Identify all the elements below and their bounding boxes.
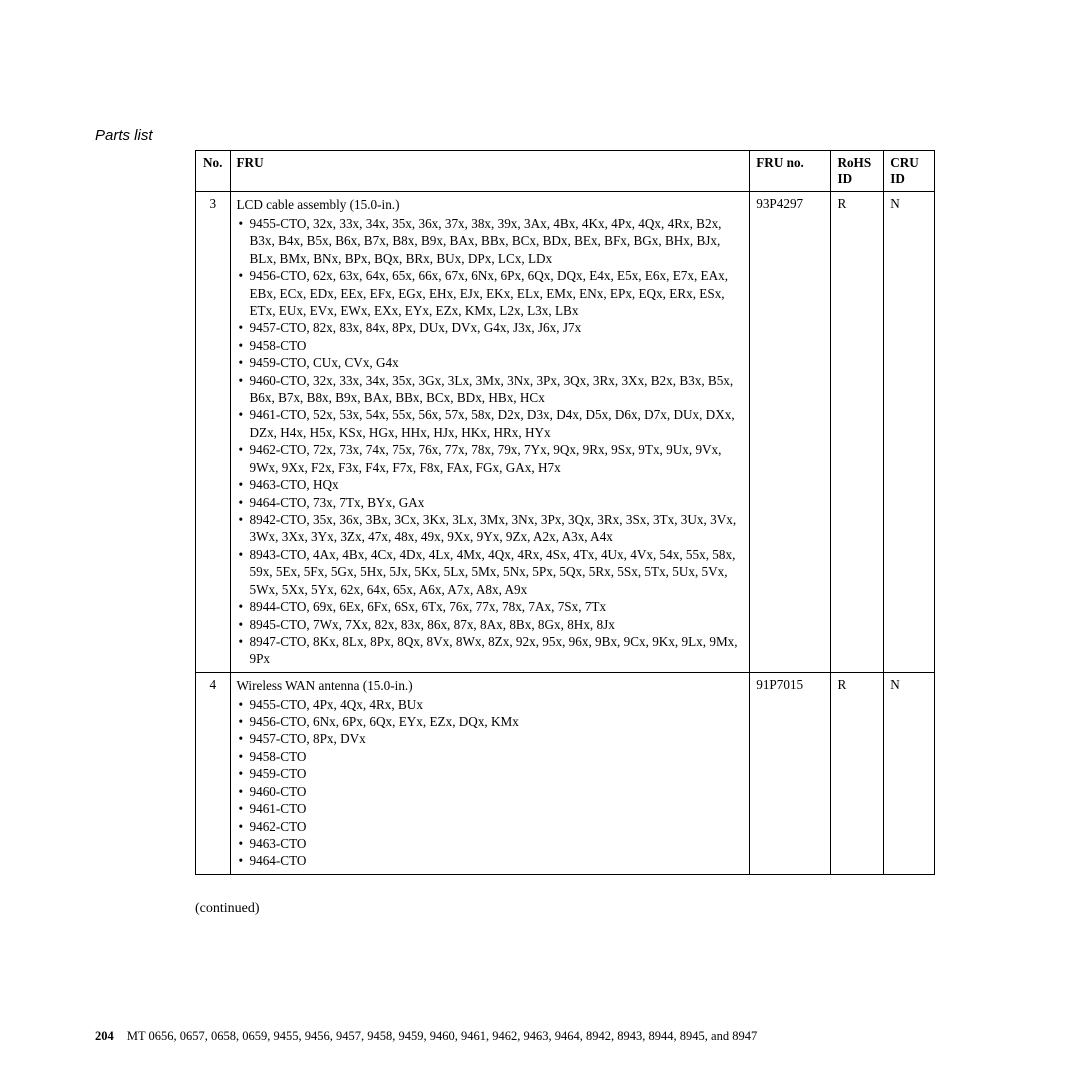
cell-no: 3 xyxy=(196,192,231,673)
fru-item: 9462-CTO, 72x, 73x, 74x, 75x, 76x, 77x, … xyxy=(239,441,744,476)
fru-item: 8945-CTO, 7Wx, 7Xx, 82x, 83x, 86x, 87x, … xyxy=(239,616,744,633)
page-number: 204 xyxy=(95,1029,114,1043)
page-footer: 204 MT 0656, 0657, 0658, 0659, 9455, 945… xyxy=(95,1029,757,1044)
cell-no: 4 xyxy=(196,672,231,874)
cell-rohs: R xyxy=(831,672,884,874)
fru-item: 9461-CTO xyxy=(239,800,744,817)
fru-item: 9459-CTO xyxy=(239,765,744,782)
fru-item: 9459-CTO, CUx, CVx, G4x xyxy=(239,354,744,371)
fru-item: 9455-CTO, 32x, 33x, 34x, 35x, 36x, 37x, … xyxy=(239,215,744,267)
fru-item: 9462-CTO xyxy=(239,818,744,835)
fru-item: 8947-CTO, 8Kx, 8Lx, 8Px, 8Qx, 8Vx, 8Wx, … xyxy=(239,633,744,668)
fru-item: 9456-CTO, 62x, 63x, 64x, 65x, 66x, 67x, … xyxy=(239,267,744,319)
cell-fru: LCD cable assembly (15.0-in.)9455-CTO, 3… xyxy=(230,192,750,673)
cell-fru: Wireless WAN antenna (15.0-in.)9455-CTO,… xyxy=(230,672,750,874)
parts-table: No. FRU FRU no. RoHS ID CRU ID 3LCD cabl… xyxy=(195,150,935,875)
cell-fruno: 93P4297 xyxy=(750,192,831,673)
col-header-rohs: RoHS ID xyxy=(831,151,884,192)
fru-item: 8944-CTO, 69x, 6Ex, 6Fx, 6Sx, 6Tx, 76x, … xyxy=(239,598,744,615)
fru-item: 9464-CTO xyxy=(239,852,744,869)
fru-item: 9457-CTO, 8Px, DVx xyxy=(239,730,744,747)
fru-item: 8943-CTO, 4Ax, 4Bx, 4Cx, 4Dx, 4Lx, 4Mx, … xyxy=(239,546,744,598)
table-row: 4Wireless WAN antenna (15.0-in.)9455-CTO… xyxy=(196,672,935,874)
continued-label: (continued) xyxy=(195,901,985,917)
fru-title: LCD cable assembly (15.0-in.) xyxy=(237,196,744,214)
fru-item-list: 9455-CTO, 32x, 33x, 34x, 35x, 36x, 37x, … xyxy=(237,215,744,668)
cell-cru: N xyxy=(884,672,935,874)
fru-item: 8942-CTO, 35x, 36x, 3Bx, 3Cx, 3Kx, 3Lx, … xyxy=(239,511,744,546)
cell-rohs: R xyxy=(831,192,884,673)
fru-title: Wireless WAN antenna (15.0-in.) xyxy=(237,677,744,695)
fru-item: 9464-CTO, 73x, 7Tx, BYx, GAx xyxy=(239,494,744,511)
fru-item: 9463-CTO, HQx xyxy=(239,476,744,493)
fru-item: 9460-CTO xyxy=(239,783,744,800)
table-body: 3LCD cable assembly (15.0-in.)9455-CTO, … xyxy=(196,192,935,875)
col-header-fru: FRU xyxy=(230,151,750,192)
page-body: No. FRU FRU no. RoHS ID CRU ID 3LCD cabl… xyxy=(95,150,985,917)
fru-item: 9458-CTO xyxy=(239,337,744,354)
fru-item: 9455-CTO, 4Px, 4Qx, 4Rx, BUx xyxy=(239,696,744,713)
col-header-no: No. xyxy=(196,151,231,192)
fru-item: 9457-CTO, 82x, 83x, 84x, 8Px, DUx, DVx, … xyxy=(239,319,744,336)
footer-text: MT 0656, 0657, 0658, 0659, 9455, 9456, 9… xyxy=(127,1029,757,1043)
fru-item: 9456-CTO, 6Nx, 6Px, 6Qx, EYx, EZx, DQx, … xyxy=(239,713,744,730)
table-header-row: No. FRU FRU no. RoHS ID CRU ID xyxy=(196,151,935,192)
fru-item-list: 9455-CTO, 4Px, 4Qx, 4Rx, BUx9456-CTO, 6N… xyxy=(237,696,744,870)
fru-item: 9463-CTO xyxy=(239,835,744,852)
col-header-cru: CRU ID xyxy=(884,151,935,192)
fru-item: 9458-CTO xyxy=(239,748,744,765)
cell-cru: N xyxy=(884,192,935,673)
cell-fruno: 91P7015 xyxy=(750,672,831,874)
col-header-fruno: FRU no. xyxy=(750,151,831,192)
fru-item: 9460-CTO, 32x, 33x, 34x, 35x, 3Gx, 3Lx, … xyxy=(239,372,744,407)
table-row: 3LCD cable assembly (15.0-in.)9455-CTO, … xyxy=(196,192,935,673)
fru-item: 9461-CTO, 52x, 53x, 54x, 55x, 56x, 57x, … xyxy=(239,406,744,441)
section-label: Parts list xyxy=(95,127,153,144)
